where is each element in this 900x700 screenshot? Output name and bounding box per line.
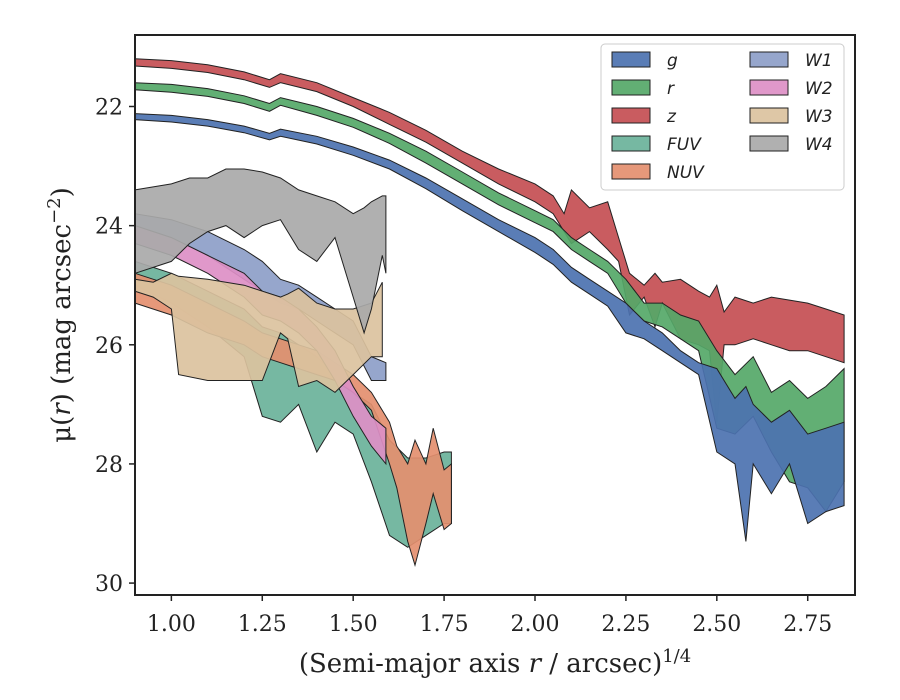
band-g [134, 113, 845, 542]
y-axis-ticks: 22 24 26 28 30 [95, 95, 135, 597]
legend-label-z: z [666, 107, 677, 127]
legend-label-g: g [667, 51, 678, 71]
x-tick-label: 1.75 [420, 612, 469, 637]
legend-swatch-w2 [749, 79, 789, 96]
x-tick-label: 2.00 [511, 612, 560, 637]
profile-bands [134, 58, 845, 568]
plot-frame [134, 34, 856, 596]
legend-swatch-w4 [749, 135, 789, 152]
band-z [134, 58, 845, 423]
x-tick-label: 2.25 [601, 612, 650, 637]
band-w3 [134, 272, 383, 394]
y-tick-label: 22 [95, 95, 123, 120]
x-tick-label: 1.25 [238, 612, 287, 637]
legend-swatch-z [611, 107, 651, 124]
legend-swatch-fuv [611, 135, 651, 152]
y-tick-label: 24 [95, 215, 123, 240]
legend-label-w3: W3 [805, 107, 833, 127]
legend-label-w1: W1 [805, 51, 833, 71]
legend-label-fuv: FUV [667, 135, 702, 155]
legend-swatch-w3 [749, 107, 789, 124]
legend-label-r: r [667, 79, 675, 99]
y-tick-label: 26 [95, 334, 123, 359]
x-tick-label: 1.50 [329, 612, 378, 637]
y-tick-label: 30 [95, 572, 123, 597]
y-tick-label: 28 [95, 453, 123, 478]
x-tick-label: 2.75 [783, 612, 832, 637]
band-w4 [134, 168, 387, 335]
x-tick-label: 2.50 [692, 612, 741, 637]
legend-swatch-g [611, 51, 651, 68]
x-axis-label: (Semi-major axis r / arcsec)1/4 [299, 646, 691, 679]
legend-label-w2: W2 [805, 79, 833, 99]
x-tick-label: 1.00 [147, 612, 196, 637]
legend-label-w4: W4 [805, 135, 833, 155]
legend-label-nuv: NUV [667, 163, 705, 183]
x-axis-ticks: 1.00 1.25 1.50 1.75 2.00 2.25 2.50 2.75 [147, 595, 832, 637]
legend-swatch-nuv [611, 163, 651, 180]
legend-swatch-w1 [749, 51, 789, 68]
legend-swatch-r [611, 79, 651, 96]
legend: grz FUV NUV W1 W2 W3 W4 [600, 43, 845, 191]
y-axis-label: μ(r) (mag arcsec−2) [44, 187, 77, 443]
